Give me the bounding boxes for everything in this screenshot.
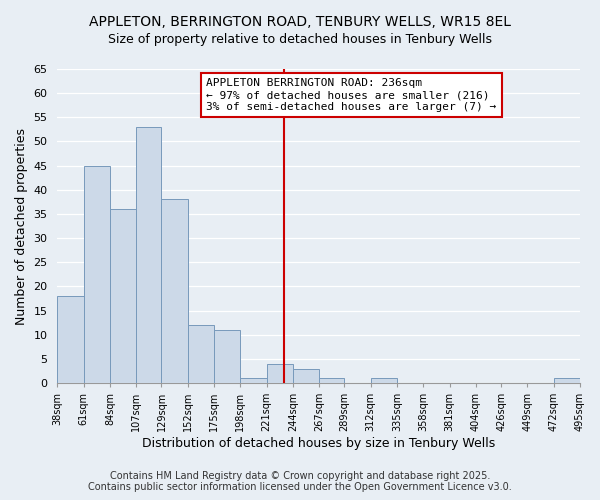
Bar bbox=[58, 296, 84, 383]
Text: APPLETON BERRINGTON ROAD: 236sqm
← 97% of detached houses are smaller (216)
3% o: APPLETON BERRINGTON ROAD: 236sqm ← 97% o… bbox=[206, 78, 497, 112]
Bar bbox=[319, 378, 344, 383]
Bar bbox=[188, 325, 214, 383]
X-axis label: Distribution of detached houses by size in Tenbury Wells: Distribution of detached houses by size … bbox=[142, 437, 496, 450]
Bar bbox=[241, 378, 266, 383]
Text: Size of property relative to detached houses in Tenbury Wells: Size of property relative to detached ho… bbox=[108, 32, 492, 46]
Bar bbox=[371, 378, 397, 383]
Bar bbox=[161, 200, 188, 383]
Y-axis label: Number of detached properties: Number of detached properties bbox=[15, 128, 28, 324]
Text: APPLETON, BERRINGTON ROAD, TENBURY WELLS, WR15 8EL: APPLETON, BERRINGTON ROAD, TENBURY WELLS… bbox=[89, 15, 511, 29]
Bar bbox=[266, 364, 293, 383]
Bar bbox=[84, 166, 110, 383]
Bar bbox=[136, 127, 161, 383]
Text: Contains HM Land Registry data © Crown copyright and database right 2025.
Contai: Contains HM Land Registry data © Crown c… bbox=[88, 471, 512, 492]
Bar bbox=[293, 368, 319, 383]
Bar bbox=[554, 378, 580, 383]
Bar bbox=[214, 330, 241, 383]
Bar bbox=[110, 209, 136, 383]
